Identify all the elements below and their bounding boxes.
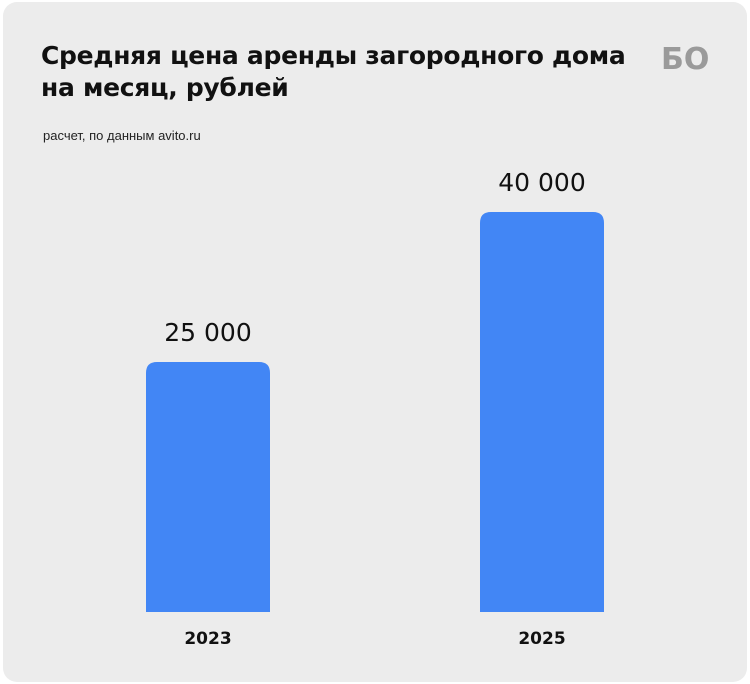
data-label-2025: 40 000 [498, 168, 585, 197]
logo-text: БО [661, 42, 709, 74]
x-tick-label-2023: 2023 [184, 629, 231, 649]
bar-2023 [146, 362, 270, 612]
x-tick-label-2025: 2025 [518, 629, 565, 649]
bo-logo-icon: БО [661, 42, 709, 74]
data-label-2023: 25 000 [164, 318, 251, 347]
bar-2025 [480, 212, 604, 612]
chart-card: Средняя цена аренды загородного дома на … [3, 2, 747, 682]
chart-title: Средняя цена аренды загородного дома на … [41, 41, 626, 102]
chart-subtitle: расчет, по данным avito.ru [43, 128, 201, 143]
